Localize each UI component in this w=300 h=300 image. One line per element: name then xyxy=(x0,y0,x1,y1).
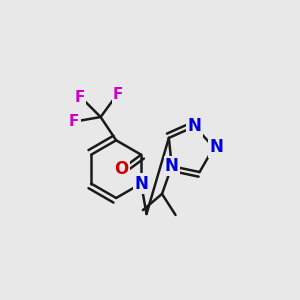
Text: O: O xyxy=(115,160,129,178)
Text: F: F xyxy=(113,87,124,102)
Text: F: F xyxy=(75,90,85,105)
Text: N: N xyxy=(134,175,148,193)
Text: N: N xyxy=(165,157,179,175)
Text: N: N xyxy=(188,117,202,135)
Text: N: N xyxy=(210,139,224,157)
Text: F: F xyxy=(69,114,79,129)
